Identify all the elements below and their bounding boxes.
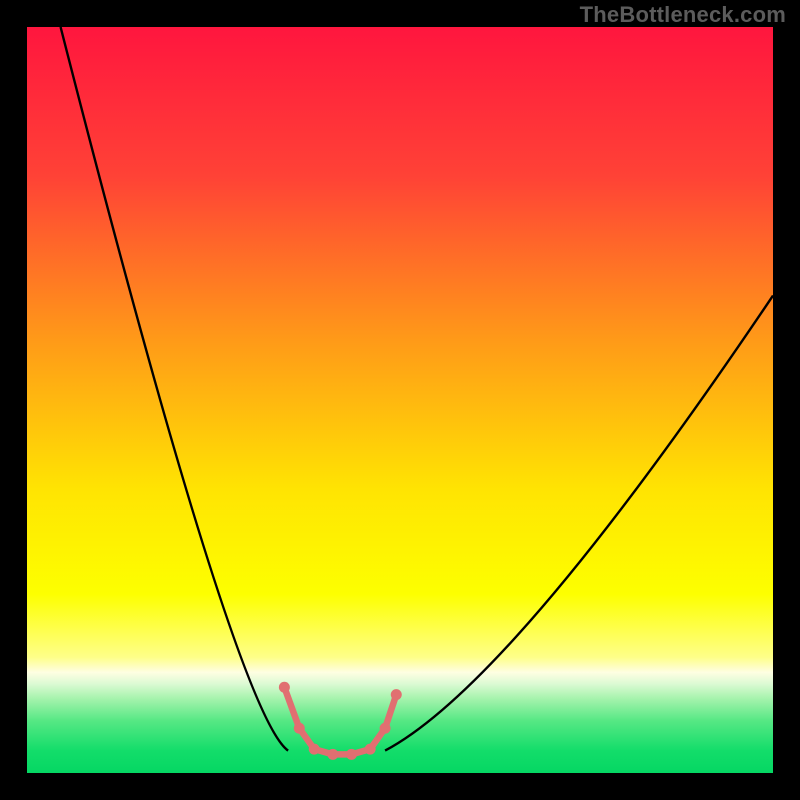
- dumbbell-dot: [365, 744, 376, 755]
- dumbbell-dot: [346, 749, 357, 760]
- dumbbell-dot: [380, 723, 391, 734]
- dumbbell-dot: [279, 682, 290, 693]
- dumbbell-dot: [309, 744, 320, 755]
- watermark-text: TheBottleneck.com: [580, 2, 786, 28]
- gradient-background: [27, 27, 773, 773]
- chart-frame: TheBottleneck.com: [0, 0, 800, 800]
- chart-svg: [27, 27, 773, 773]
- dumbbell-dot: [391, 689, 402, 700]
- dumbbell-dot: [294, 723, 305, 734]
- dumbbell-dot: [327, 749, 338, 760]
- plot-area: [27, 27, 773, 773]
